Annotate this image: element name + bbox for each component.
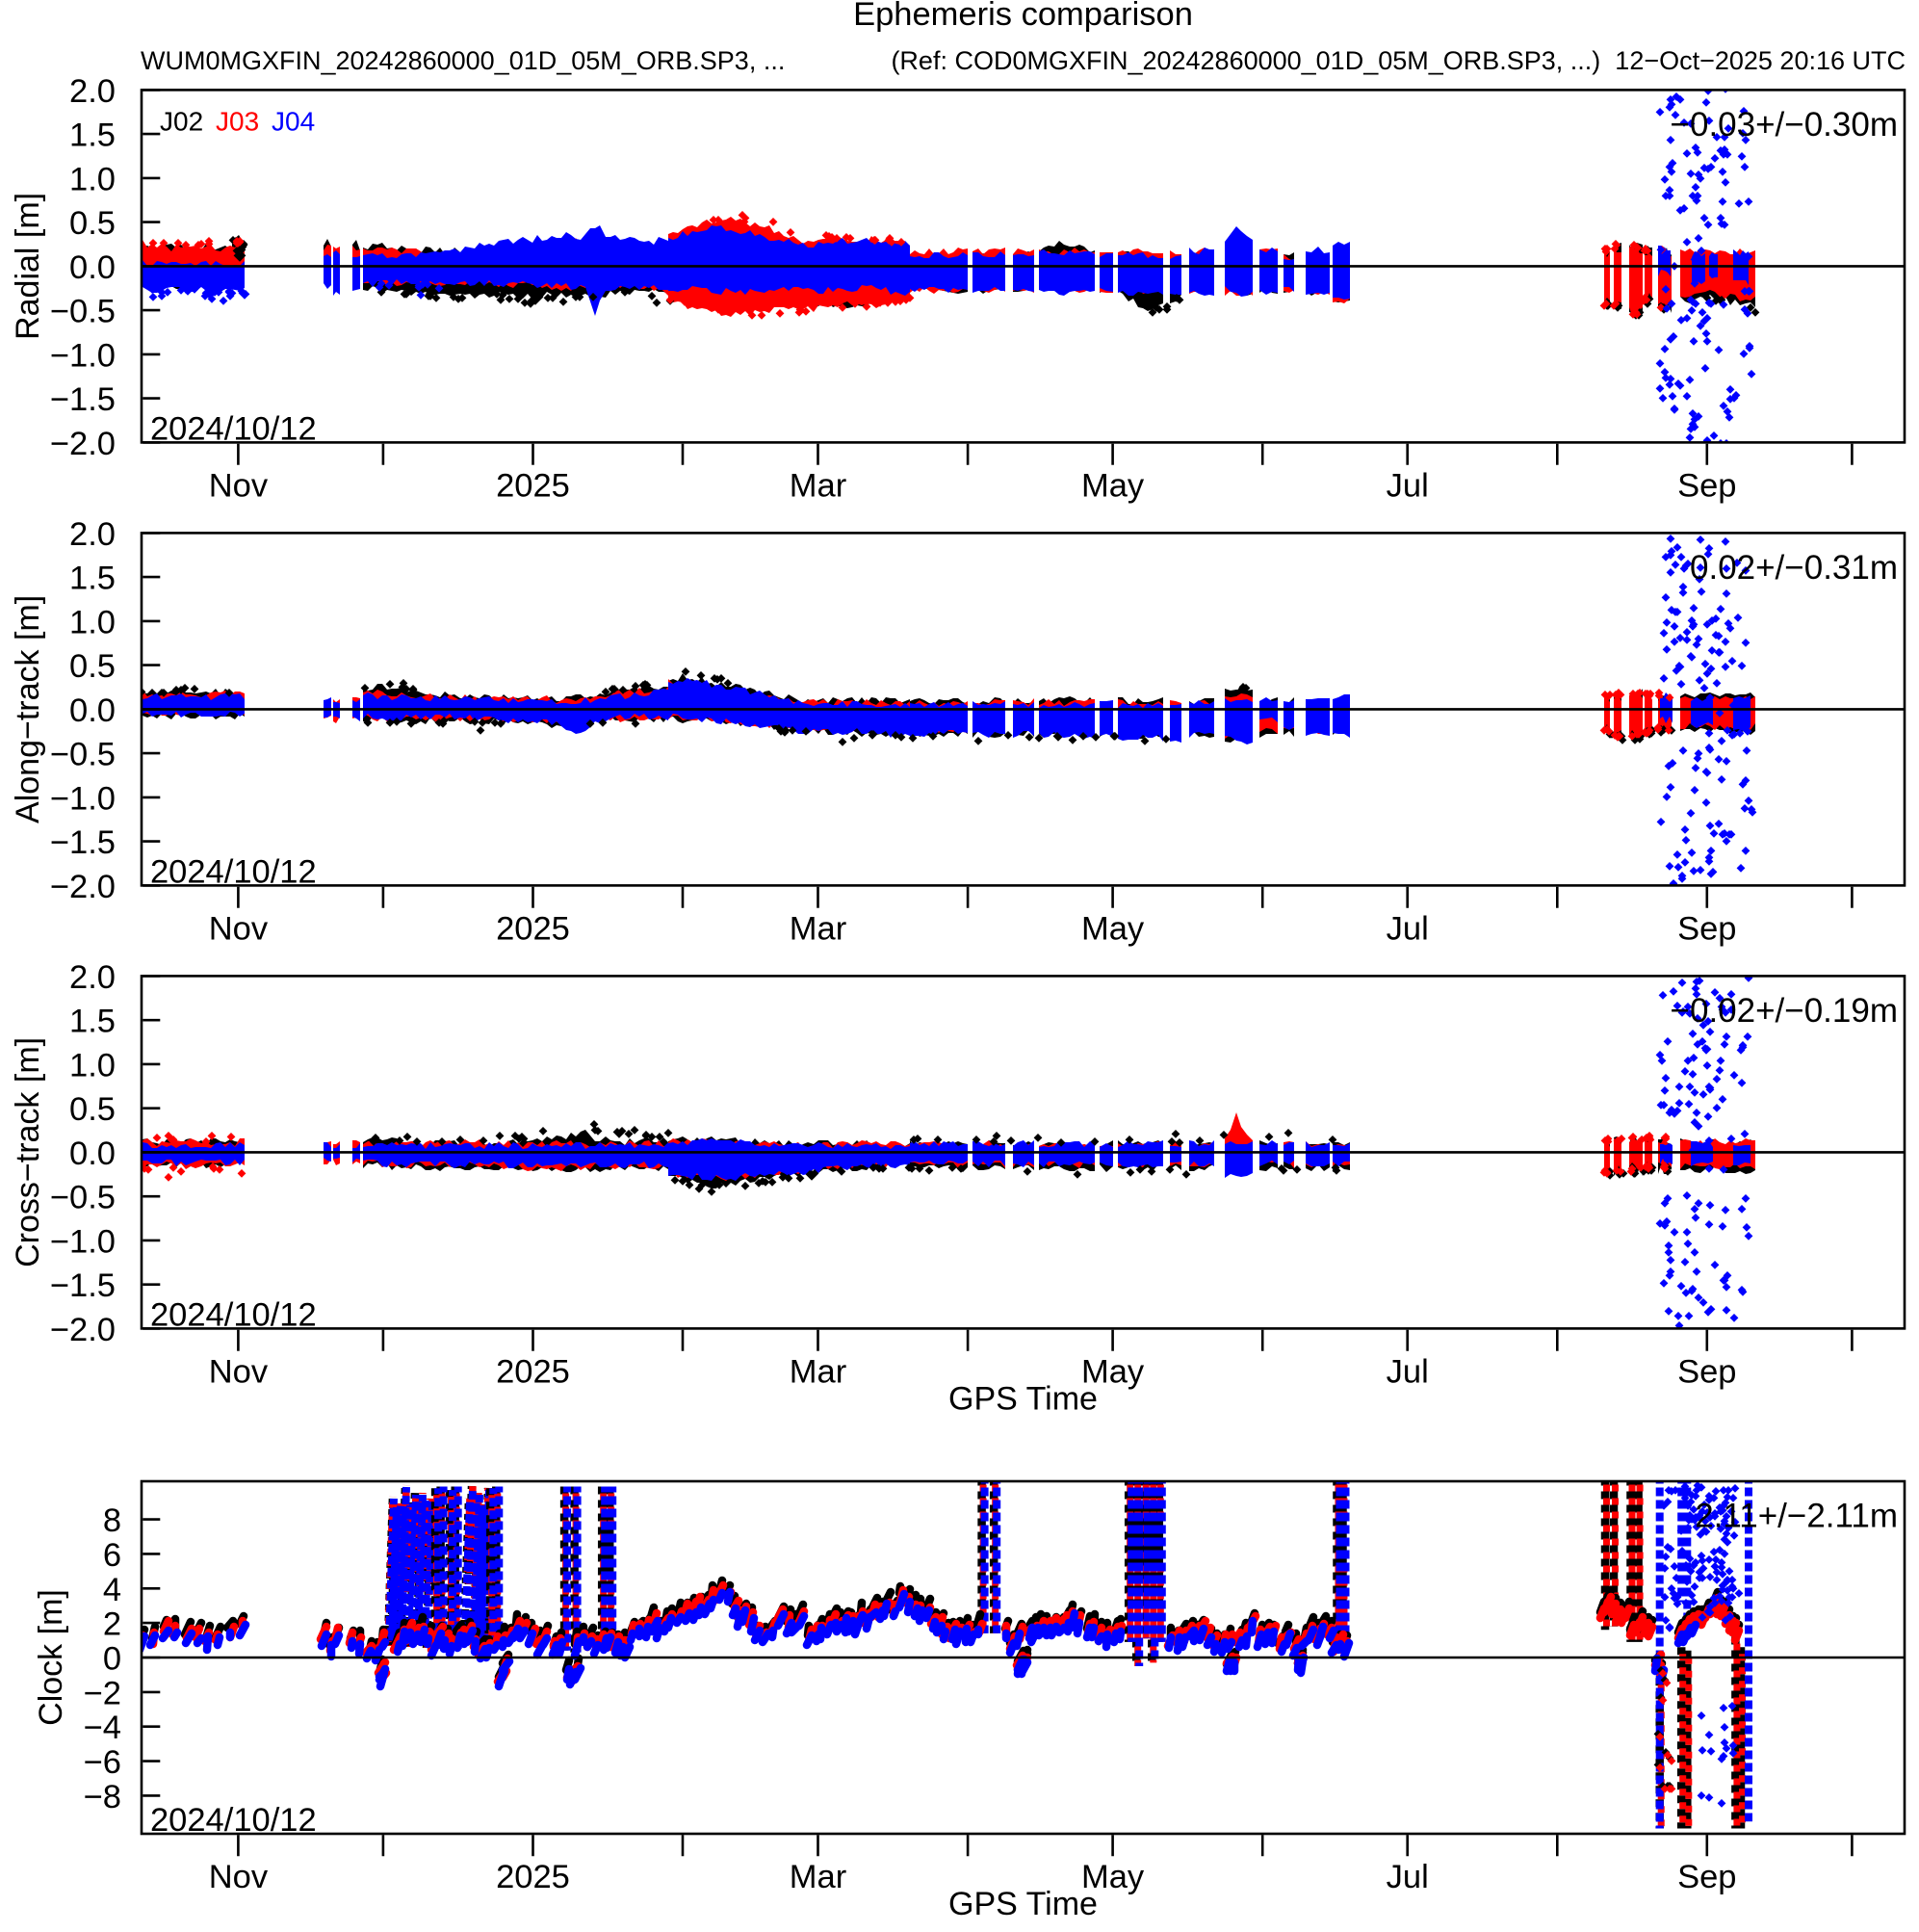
svg-text:0: 0	[103, 1641, 121, 1678]
svg-text:−1.5: −1.5	[50, 824, 116, 861]
svg-text:2025: 2025	[496, 1353, 570, 1390]
svg-text:Along−track [m]: Along−track [m]	[10, 595, 46, 823]
svg-text:−1.5: −1.5	[50, 381, 116, 418]
svg-text:2025: 2025	[496, 467, 570, 504]
svg-text:2: 2	[103, 1606, 121, 1643]
svg-text:−0.03+/−0.30m: −0.03+/−0.30m	[1671, 106, 1898, 144]
svg-text:2025: 2025	[496, 910, 570, 947]
svg-text:J03: J03	[216, 107, 259, 137]
svg-text:Mar: Mar	[790, 910, 846, 947]
svg-text:Mar: Mar	[790, 467, 846, 504]
svg-text:May: May	[1081, 467, 1145, 504]
svg-text:Radial [m]: Radial [m]	[10, 193, 46, 340]
svg-text:(Ref: COD0MGXFIN_20242860000_0: (Ref: COD0MGXFIN_20242860000_01D_05M_ORB…	[891, 46, 1906, 75]
svg-text:1.5: 1.5	[69, 1004, 116, 1040]
svg-text:Jul: Jul	[1387, 1353, 1429, 1390]
svg-text:Cross−track [m]: Cross−track [m]	[10, 1037, 46, 1267]
svg-text:2.0: 2.0	[69, 959, 116, 996]
svg-text:Clock [m]: Clock [m]	[33, 1589, 69, 1726]
svg-text:0.02+/−0.31m: 0.02+/−0.31m	[1690, 549, 1898, 587]
svg-text:−2: −2	[84, 1675, 121, 1711]
svg-text:−0.02+/−0.19m: −0.02+/−0.19m	[1671, 992, 1898, 1030]
svg-text:−1.0: −1.0	[50, 780, 116, 817]
svg-text:1.0: 1.0	[69, 1047, 116, 1083]
svg-text:−0.5: −0.5	[50, 1180, 116, 1216]
svg-text:−2.0: −2.0	[50, 1312, 116, 1348]
svg-text:−4: −4	[84, 1710, 121, 1746]
svg-text:Nov: Nov	[209, 1353, 269, 1390]
svg-text:May: May	[1081, 910, 1145, 947]
svg-text:2.0: 2.0	[69, 73, 116, 110]
svg-text:1.5: 1.5	[69, 117, 116, 154]
svg-text:Nov: Nov	[209, 910, 269, 947]
svg-text:Jul: Jul	[1387, 467, 1429, 504]
svg-text:8: 8	[103, 1502, 121, 1539]
svg-text:1.5: 1.5	[69, 561, 116, 597]
svg-text:0.5: 0.5	[69, 1091, 116, 1128]
svg-text:−2.0: −2.0	[50, 426, 116, 462]
svg-text:0.5: 0.5	[69, 205, 116, 242]
svg-text:2024/10/12: 2024/10/12	[150, 853, 317, 890]
svg-text:J04: J04	[272, 107, 315, 137]
svg-text:May: May	[1081, 1353, 1145, 1390]
svg-text:2.0: 2.0	[69, 516, 116, 553]
svg-text:2024/10/12: 2024/10/12	[150, 1802, 317, 1839]
svg-text:−6: −6	[84, 1744, 121, 1781]
svg-text:GPS Time: GPS Time	[948, 1886, 1098, 1922]
svg-text:Mar: Mar	[790, 1859, 846, 1895]
svg-text:Nov: Nov	[209, 467, 269, 504]
svg-text:−8: −8	[84, 1779, 121, 1815]
svg-text:1.0: 1.0	[69, 604, 116, 640]
svg-text:4: 4	[103, 1572, 121, 1608]
svg-text:−0.5: −0.5	[50, 737, 116, 773]
svg-text:2024/10/12: 2024/10/12	[150, 410, 317, 447]
svg-text:−0.5: −0.5	[50, 294, 116, 330]
svg-text:GPS Time: GPS Time	[948, 1380, 1098, 1417]
svg-text:2.11+/−2.11m: 2.11+/−2.11m	[1695, 1498, 1898, 1535]
svg-text:0.0: 0.0	[69, 1136, 116, 1172]
svg-text:J02: J02	[160, 107, 203, 137]
svg-text:0.0: 0.0	[69, 692, 116, 729]
svg-text:2024/10/12: 2024/10/12	[150, 1296, 317, 1333]
svg-text:1.0: 1.0	[69, 161, 116, 197]
svg-text:−1.5: −1.5	[50, 1267, 116, 1304]
svg-text:Sep: Sep	[1677, 910, 1736, 947]
svg-text:Mar: Mar	[790, 1353, 846, 1390]
svg-text:Jul: Jul	[1387, 1859, 1429, 1895]
svg-text:WUM0MGXFIN_20242860000_01D_05M: WUM0MGXFIN_20242860000_01D_05M_ORB.SP3, …	[141, 46, 785, 75]
svg-text:Sep: Sep	[1677, 1859, 1736, 1895]
svg-text:0.5: 0.5	[69, 648, 116, 685]
svg-text:Ephemeris comparison: Ephemeris comparison	[853, 0, 1193, 33]
svg-text:−1.0: −1.0	[50, 1223, 116, 1260]
svg-text:Jul: Jul	[1387, 910, 1429, 947]
svg-text:−2.0: −2.0	[50, 869, 116, 905]
svg-text:Sep: Sep	[1677, 1353, 1736, 1390]
svg-text:0.0: 0.0	[69, 249, 116, 286]
svg-text:6: 6	[103, 1537, 121, 1574]
svg-text:−1.0: −1.0	[50, 337, 116, 374]
svg-text:Nov: Nov	[209, 1859, 269, 1895]
svg-text:2025: 2025	[496, 1859, 570, 1895]
svg-text:May: May	[1081, 1859, 1145, 1895]
svg-text:Sep: Sep	[1677, 467, 1736, 504]
